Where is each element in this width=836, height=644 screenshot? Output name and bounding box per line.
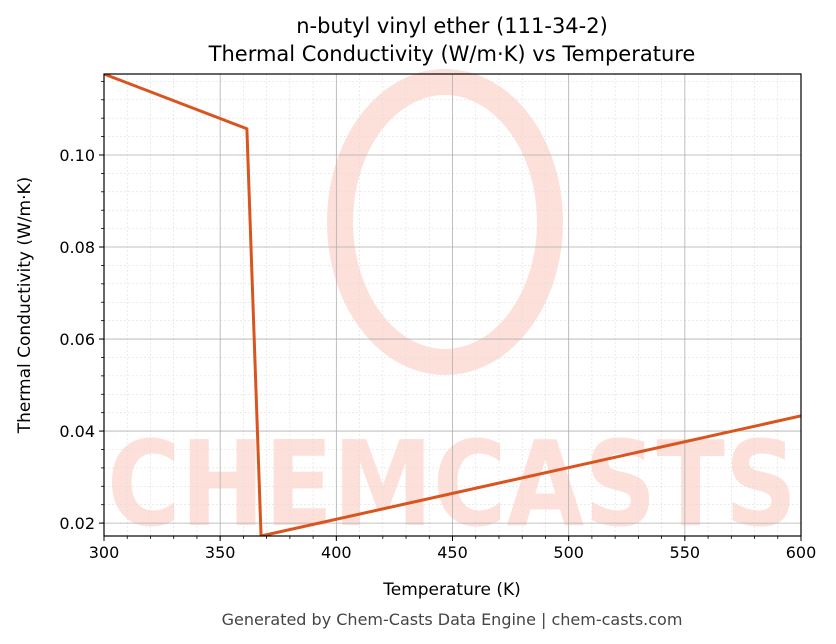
x-axis-label: Temperature (K) (382, 580, 521, 600)
y-tick-label: 0.04 (59, 422, 95, 441)
y-tick-label: 0.08 (59, 238, 95, 257)
y-tick-label: 0.10 (59, 146, 95, 165)
watermark-text: CHEMCASTS (107, 415, 797, 553)
watermark-logo (327, 69, 563, 375)
plot-frame (103, 73, 802, 537)
y-tick-label: 0.02 (59, 514, 95, 533)
footer: Generated by Chem-Casts Data Engine | ch… (222, 610, 683, 629)
x-tick-label: 400 (321, 543, 352, 562)
x-tick-label: 550 (670, 543, 701, 562)
data-line (104, 74, 801, 536)
x-tick-label: 600 (786, 543, 817, 562)
chart-title: n-butyl vinyl ether (111-34-2) (296, 14, 608, 38)
y-tick-label: 0.06 (59, 330, 95, 349)
chart-subtitle: Thermal Conductivity (W/m·K) vs Temperat… (208, 42, 696, 66)
x-tick-label: 300 (89, 543, 120, 562)
x-tick-label: 500 (553, 543, 584, 562)
x-tick-label: 350 (205, 543, 236, 562)
watermark-group: CHEMCASTS (107, 69, 797, 553)
x-tick-label: 450 (437, 543, 468, 562)
y-axis-label: Thermal Conductivity (W/m·K) (15, 177, 35, 435)
